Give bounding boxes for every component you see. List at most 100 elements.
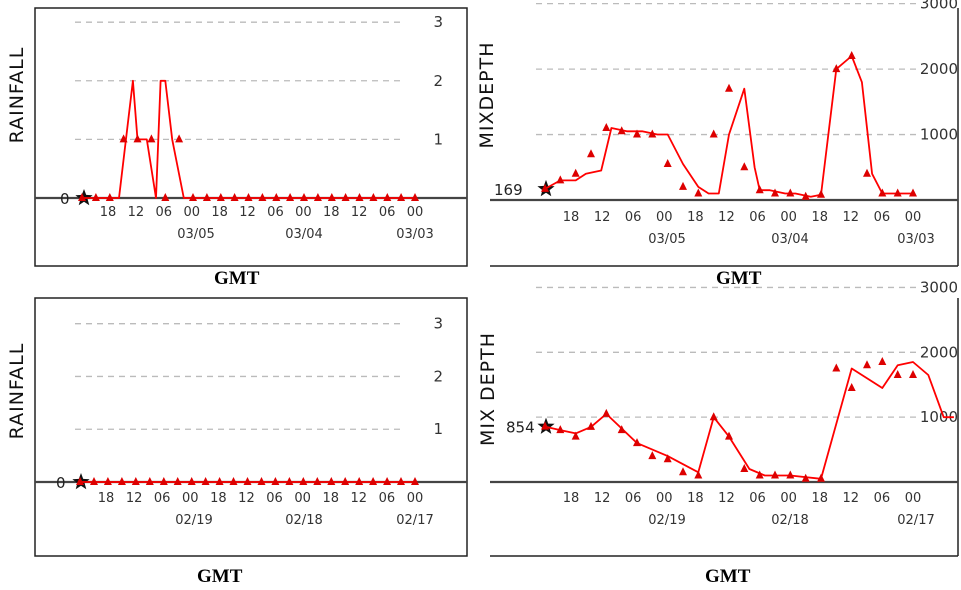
x-tick-label: 06: [874, 210, 891, 225]
data-marker: [648, 451, 657, 460]
data-marker: [878, 188, 887, 197]
data-marker: [411, 193, 419, 201]
x-tick-label: 12: [718, 210, 735, 225]
mixdepth-axis-label-bottom: MIX DEPTH: [477, 331, 499, 447]
data-marker: [801, 191, 810, 200]
data-marker: [119, 134, 128, 143]
mixdepth-axis-label-top: MIXDEPTH: [476, 41, 498, 149]
gmt-label-bottom-left: GMT: [197, 566, 243, 587]
y-tick-label: 2: [433, 72, 443, 90]
data-marker: [175, 134, 184, 143]
data-marker: [369, 477, 378, 485]
x-tick-label: 00: [295, 205, 312, 220]
data-marker: [327, 477, 336, 485]
data-marker: [617, 126, 626, 135]
data-marker: [847, 383, 856, 391]
x-tick-label: 06: [749, 210, 766, 225]
x-tick-label: 06: [625, 491, 642, 506]
x-tick-label: 18: [687, 210, 704, 225]
x-tick-label: 12: [718, 491, 735, 506]
date-label: 03/05: [648, 232, 685, 247]
data-marker: [832, 363, 841, 372]
date-label: 03/03: [396, 227, 433, 242]
data-marker: [147, 134, 156, 143]
x-tick-label: 12: [843, 210, 860, 225]
data-marker: [189, 193, 197, 201]
data-marker: [215, 477, 224, 485]
x-tick-label: 00: [407, 491, 424, 506]
x-tick-label: 12: [128, 205, 145, 220]
data-marker: [313, 193, 322, 201]
data-marker: [771, 188, 779, 197]
data-marker: [397, 477, 405, 485]
x-tick-label: 18: [100, 205, 117, 220]
data-marker: [587, 421, 595, 430]
x-tick-label: 06: [266, 491, 283, 506]
data-marker: [411, 477, 419, 485]
data-marker: [786, 188, 795, 197]
date-label: 02/18: [285, 513, 322, 528]
y-tick-label: 3: [433, 13, 443, 31]
x-tick-label: 06: [156, 205, 173, 220]
data-marker: [159, 477, 168, 485]
data-marker: [648, 129, 657, 138]
y-tick-label: 1000: [920, 408, 958, 426]
data-marker: [755, 185, 764, 194]
data-marker: [725, 83, 733, 92]
data-marker: [571, 168, 580, 177]
data-marker: [397, 193, 406, 201]
data-marker: [257, 477, 266, 485]
y-tick-label: 1: [433, 420, 443, 438]
x-tick-label: 12: [126, 491, 143, 506]
data-marker: [771, 470, 779, 479]
data-marker: [909, 370, 917, 378]
data-marker: [893, 188, 902, 197]
date-label: 02/19: [648, 513, 685, 528]
x-tick-label: 12: [351, 491, 368, 506]
date-label: 03/04: [771, 232, 808, 247]
data-marker: [76, 477, 84, 485]
x-tick-label: 18: [811, 491, 828, 506]
data-marker: [663, 159, 672, 167]
gmt-label-top-left: GMT: [214, 268, 260, 289]
series-line: [544, 361, 954, 480]
x-tick-label: 00: [780, 210, 797, 225]
x-tick-label: 18: [563, 210, 580, 225]
x-tick-label: 18: [210, 491, 227, 506]
data-marker: [91, 193, 100, 201]
x-tick-label: 12: [594, 210, 611, 225]
rainfall-axis-label-top: RAINFALL: [6, 46, 28, 144]
series-line: [544, 55, 913, 198]
date-label: 03/05: [177, 227, 214, 242]
x-tick-label: 18: [687, 491, 704, 506]
data-marker: [602, 408, 611, 417]
y-tick-label: 3000: [920, 278, 958, 296]
data-marker: [216, 193, 225, 201]
data-marker: [271, 477, 280, 485]
rainfall-axis-label-bottom: RAINFALL: [6, 342, 28, 440]
data-marker: [863, 360, 871, 369]
data-marker: [709, 129, 718, 138]
data-marker: [541, 183, 549, 192]
gmt-label-top-right: GMT: [716, 268, 762, 289]
data-marker: [694, 470, 703, 479]
data-marker: [694, 188, 703, 197]
y-tick-label: 2: [433, 367, 443, 385]
data-marker: [327, 193, 336, 201]
x-tick-label: 12: [594, 491, 611, 506]
x-tick-label: 12: [843, 491, 860, 506]
series-line: [82, 79, 415, 199]
data-marker: [709, 412, 718, 421]
data-marker: [78, 193, 86, 201]
data-marker: [786, 470, 795, 479]
data-marker: [383, 477, 392, 485]
data-marker: [909, 188, 917, 197]
data-marker: [105, 193, 114, 201]
data-marker: [230, 193, 239, 201]
data-marker: [541, 421, 549, 430]
data-marker: [117, 477, 126, 485]
data-marker: [602, 123, 611, 131]
x-tick-label: 00: [182, 491, 199, 506]
